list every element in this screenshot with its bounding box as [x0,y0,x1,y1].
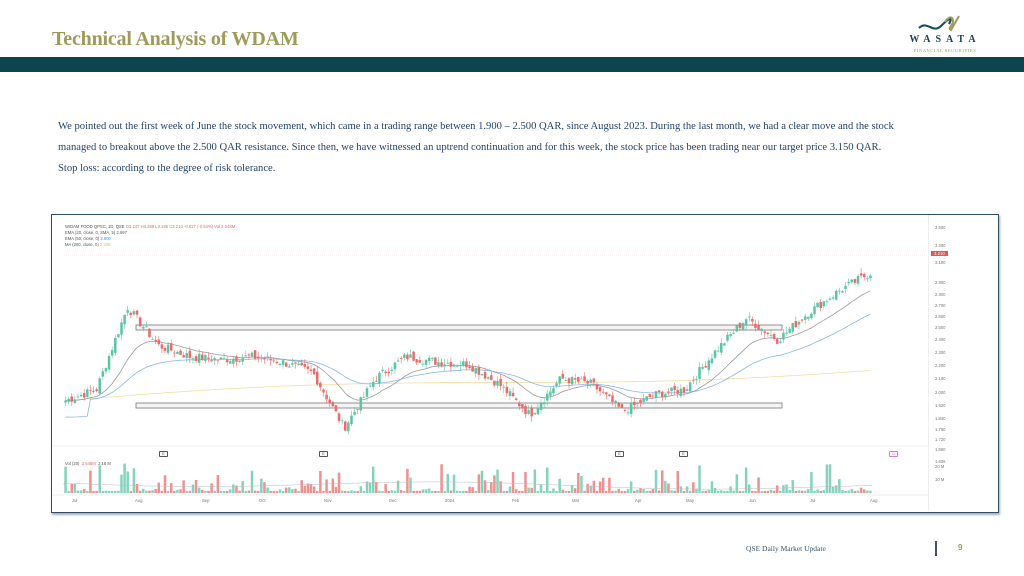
price-tick: 1.920 [935,403,946,408]
price-tick: 1.780 [935,427,946,432]
price-tick: 3.500 [935,225,946,230]
logo-subtitle: FINANCIAL SECURITIES [913,48,977,53]
time-tick: Feb [512,498,520,503]
volume-value: 2.548M [81,461,96,466]
price-tick: 2.700 [935,303,946,308]
price-tick: 2.600 [935,314,946,319]
price-tick: 3.300 [935,243,946,248]
description-line: Stop loss: according to the degree of ri… [58,163,276,174]
time-tick: May [686,498,694,503]
page-title: Technical Analysis of WDAM [52,28,299,50]
legend-symbol: WIDAM FOOD QPSC, 1D, QSE [65,224,125,229]
price-tick: 2.900 [935,280,946,285]
price-tick: 1.606 [935,459,946,464]
event-marker-icon[interactable]: E [615,451,624,457]
price-tick: 1.720 [935,437,946,442]
volume-label: Vol (20) [65,461,80,466]
price-tick: 2.100 [935,376,946,381]
page-number: 9 [958,543,963,552]
price-tick: 1.840 [935,416,946,421]
price-tick: 2.800 [935,292,946,297]
analysis-description: We pointed out the first week of June th… [58,116,988,179]
price-tick: 2.200 [935,363,946,368]
description-line: We pointed out the first week of June th… [58,121,894,132]
time-tick: Sep [202,498,210,503]
volume-tick: 10 M [935,477,945,482]
time-tick: Dec [389,498,397,503]
company-logo: WASATA FINANCIAL SECURITIES [895,12,995,56]
candlestick-plot [52,254,928,496]
price-chart: WIDAM FOOD QPSC, 1D, QSE O3.247 H3.288 L… [51,214,999,513]
volume-ma-value: 2.18 M [98,461,111,466]
legend-ma200: MA (200, close, 0) [65,242,99,247]
legend-ema20: EMA (20, close, 0, SMA, 5) [65,230,116,235]
time-tick: Aug [870,498,878,503]
footer-divider [935,541,937,556]
logo-name: WASATA [909,34,981,45]
time-tick: Aug [135,498,143,503]
legend-ema50-value: 2.800 [100,236,111,241]
price-tick: 2.400 [935,337,946,342]
volume-tick: 20 M [935,464,945,469]
price-axis[interactable]: 3.500 3.300 3.100 2.900 2.800 2.700 2.600 2.500… [928,215,968,511]
chart-legend: WIDAM FOOD QPSC, 1D, QSE O3.247 H3.288 L… [65,224,235,248]
footer-label: QSE Daily Market Update [746,544,826,553]
volume-legend: Vol (20) 2.548M 2.18 M [65,461,111,466]
price-tick: 1.660 [935,447,946,452]
legend-ema50: EMA (50, close, 0) [65,236,100,241]
legend-ema20-value: 2.997 [116,230,127,235]
price-tick: 3.100 [935,260,946,265]
legend-ohlc: O3.247 H3.288 L3.195 C3.210 -0.017 (-0.5… [125,224,236,229]
legend-ma200-value: 2.336 [99,242,111,247]
price-tick: 2.500 [935,325,946,330]
time-tick: Mar [572,498,580,503]
current-price-tag: 3.210 [931,251,948,256]
event-marker-icon[interactable]: E [319,451,328,457]
event-marker-icon[interactable]: E [159,451,168,457]
description-line: managed to breakout above the 2.500 QAR … [58,142,882,153]
header-band [0,57,1024,72]
event-marker-icon[interactable]: E [679,451,688,457]
time-tick: Nov [324,498,332,503]
wave-logo-icon [918,15,960,32]
time-tick: 2024 [445,498,455,503]
time-tick: Jul [810,498,816,503]
dividend-marker-icon[interactable]: D [889,451,898,457]
time-tick: Oct [259,498,266,503]
time-tick: Jul [72,498,78,503]
price-tick: 2.000 [935,390,946,395]
price-tick: 2.300 [935,350,946,355]
time-tick: Apr [635,498,642,503]
time-tick: Jun [749,498,756,503]
